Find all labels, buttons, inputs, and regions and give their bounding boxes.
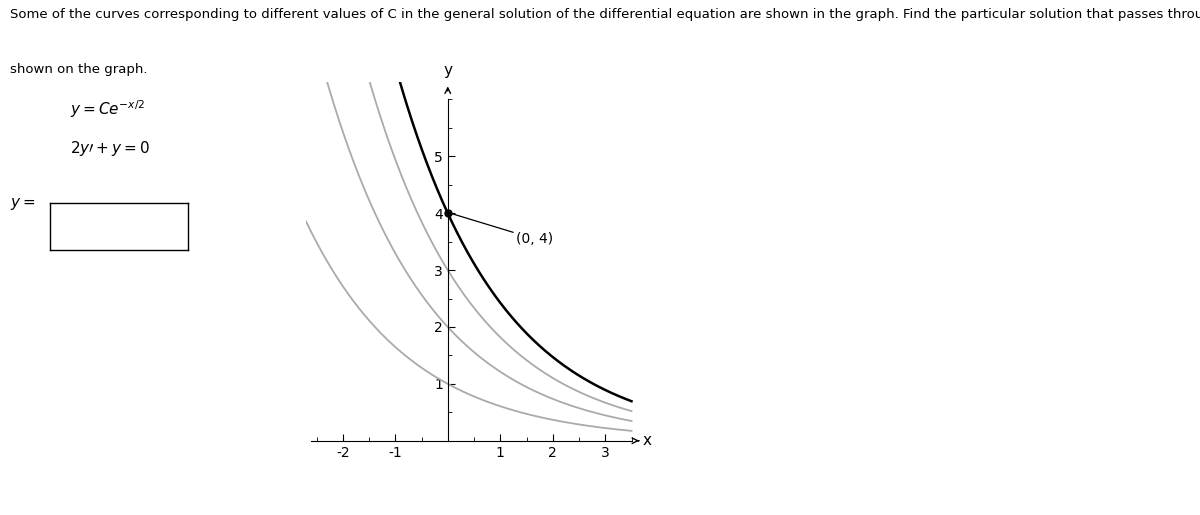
Text: (0, 4): (0, 4) <box>450 213 553 246</box>
Text: y: y <box>443 63 452 78</box>
Text: $y = $: $y = $ <box>10 196 35 212</box>
Text: $y = Ce^{-x/2}$: $y = Ce^{-x/2}$ <box>70 98 145 119</box>
Text: shown on the graph.: shown on the graph. <box>10 63 148 76</box>
Text: $2y\prime + y = 0$: $2y\prime + y = 0$ <box>70 139 150 158</box>
Text: x: x <box>643 433 652 448</box>
Text: Some of the curves corresponding to different values of C in the general solutio: Some of the curves corresponding to diff… <box>10 8 1200 21</box>
